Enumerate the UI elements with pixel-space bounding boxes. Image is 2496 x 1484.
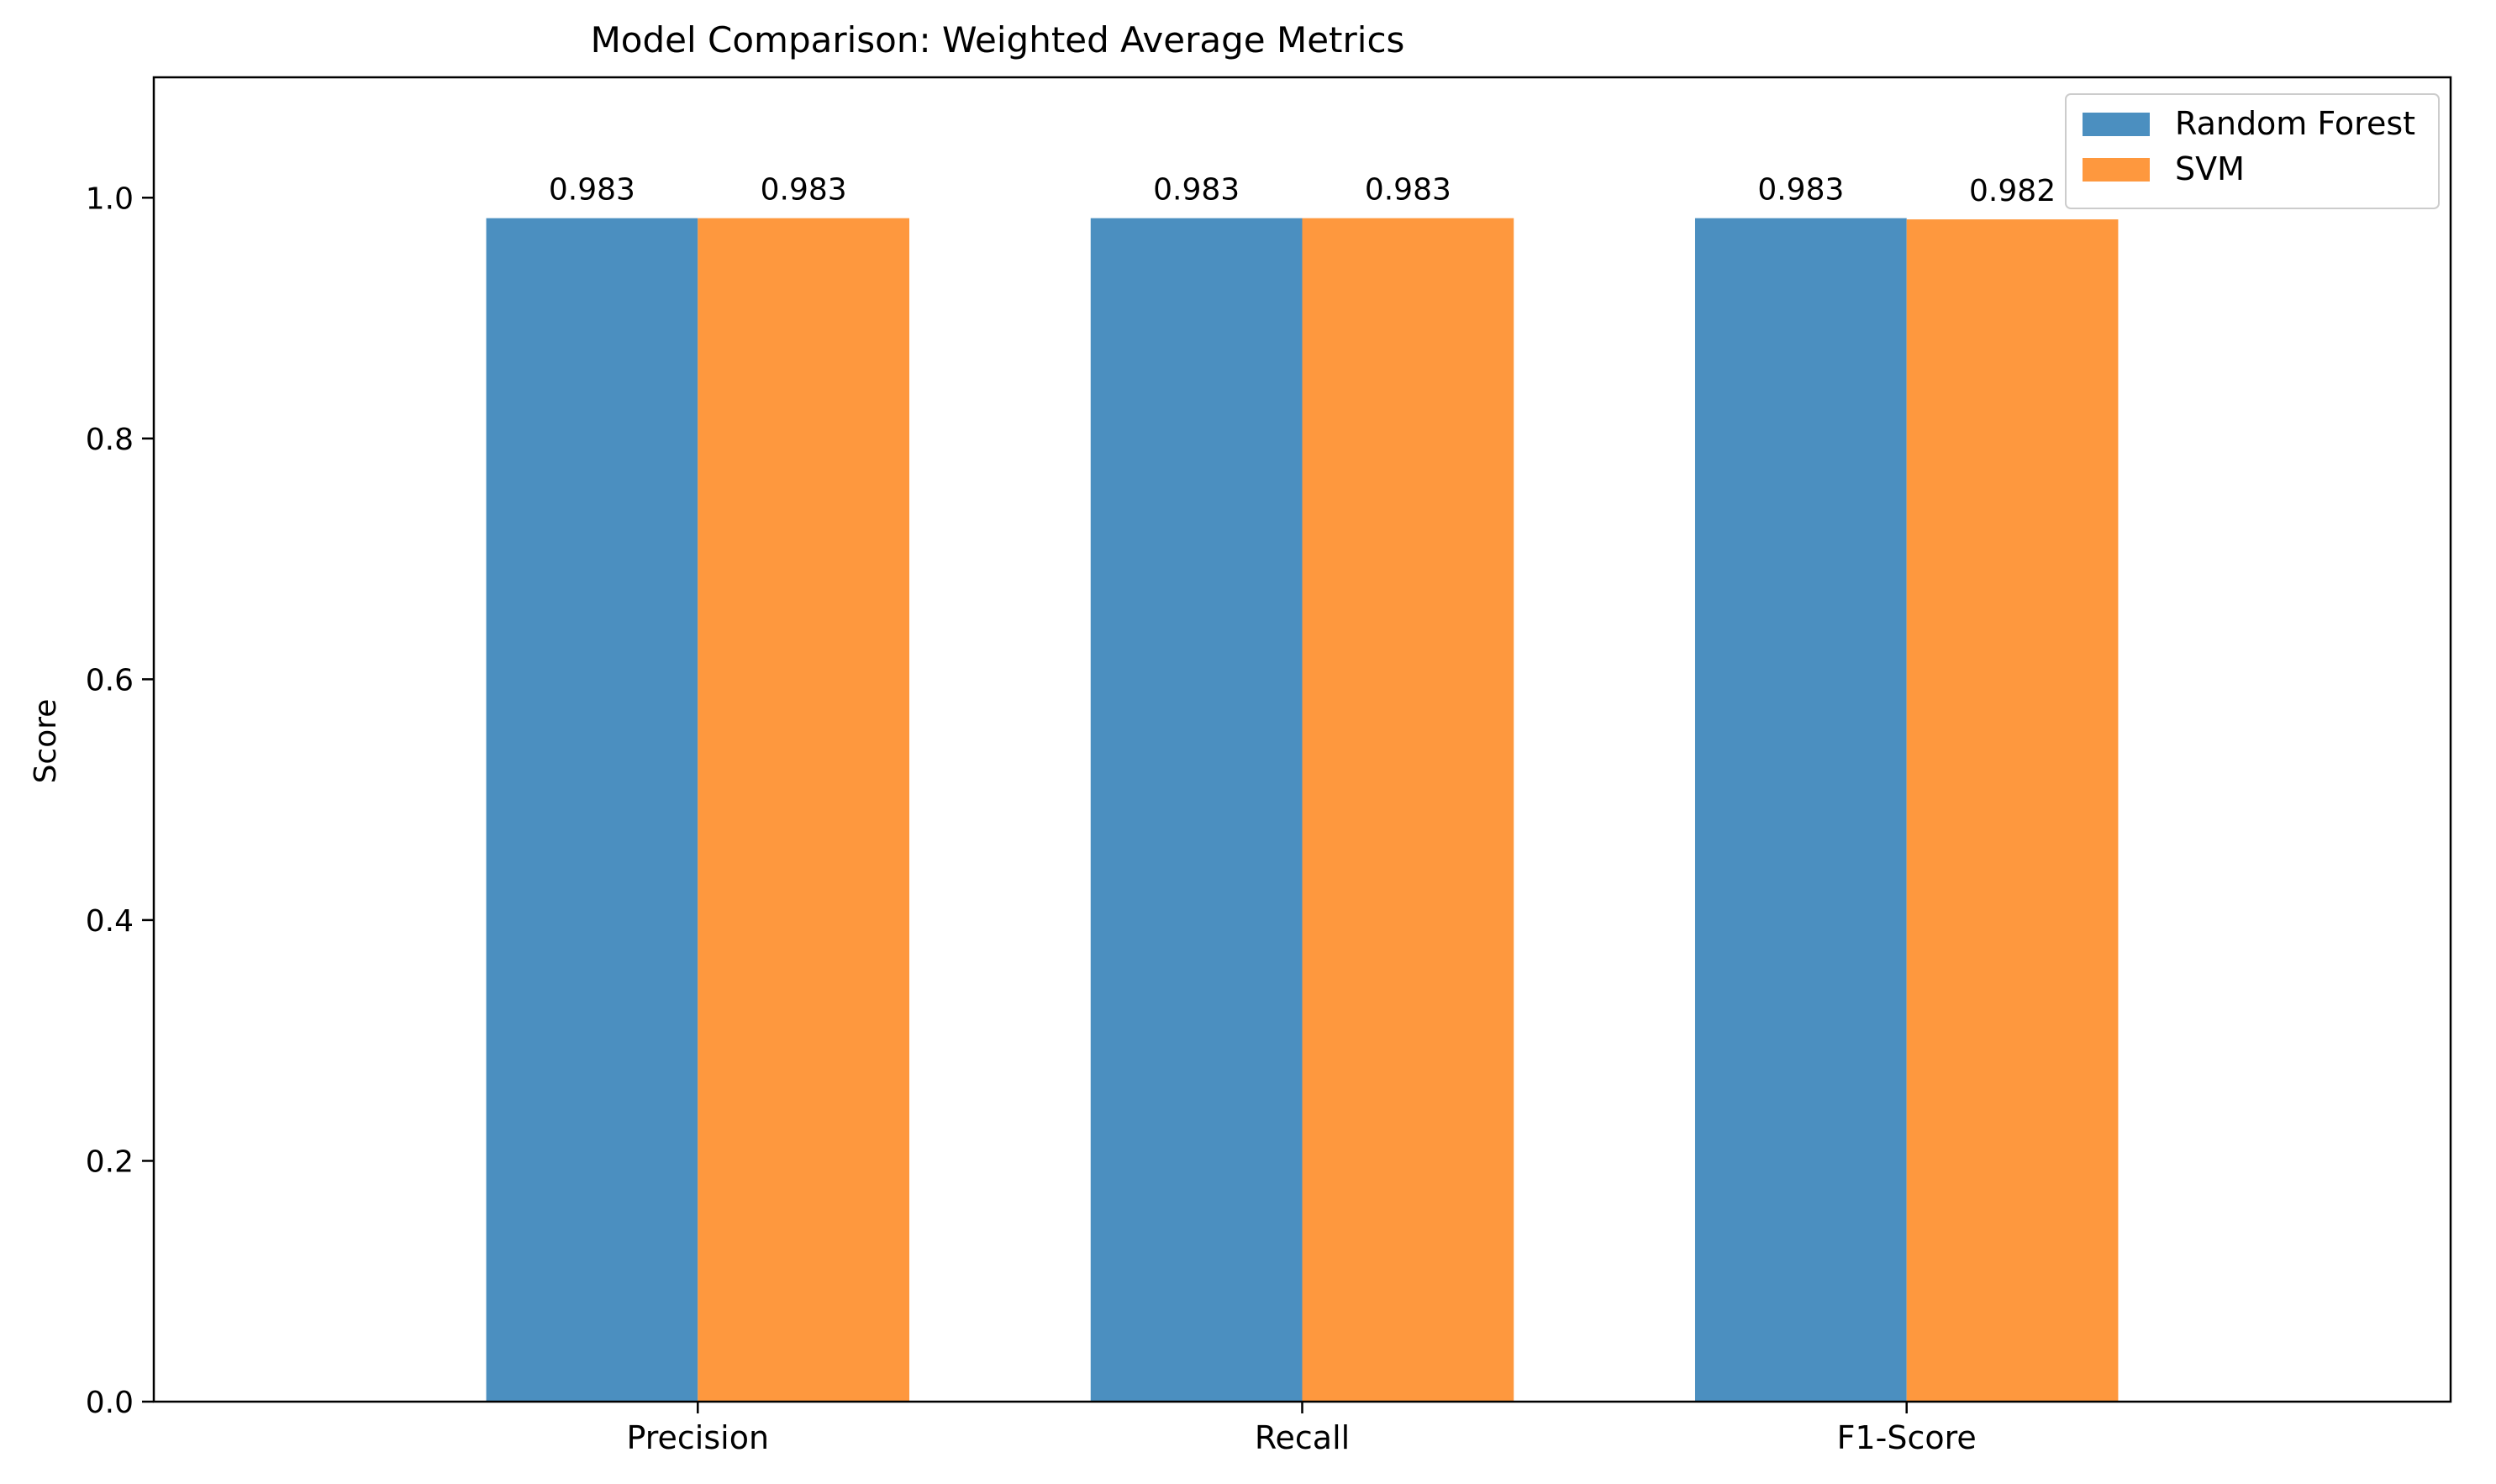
bar-svm-f1-score: [1906, 219, 2119, 1402]
y-tick-label: 0.2: [86, 1145, 134, 1179]
legend-swatch-svm: [2083, 158, 2150, 182]
legend-swatch-random-forest: [2083, 113, 2150, 136]
legend-box: [2065, 93, 2440, 209]
y-tick-label: 1.0: [86, 182, 134, 216]
y-tick-label: 0.0: [86, 1386, 134, 1420]
y-tick-label: 0.4: [86, 904, 134, 939]
legend-label: SVM: [2175, 150, 2245, 187]
y-axis-label: Score: [29, 699, 63, 784]
data-label: 0.983: [549, 173, 635, 208]
data-label: 0.982: [1969, 174, 2056, 208]
bar-random-forest-recall: [1090, 218, 1303, 1402]
data-label: 0.983: [1757, 173, 1844, 208]
plot-area: 0.983 0.983 0.983 0.983 0.983 0.982 0.0 0.2 0.4 0…: [86, 76, 2452, 1456]
data-label: 0.983: [1153, 173, 1240, 208]
y-tick-label: 0.6: [86, 663, 134, 697]
chart-title: Model Comparison: Weighted Average Metri…: [591, 19, 1405, 61]
x-tick-label: Recall: [1255, 1419, 1350, 1456]
bar-svm-precision: [698, 218, 910, 1402]
bar-random-forest-precision: [486, 218, 698, 1402]
y-tick-label: 0.8: [86, 423, 134, 457]
bar-random-forest-f1-score: [1694, 218, 1907, 1402]
bar-svm-recall: [1302, 218, 1514, 1402]
legend-label: Random Forest: [2175, 105, 2415, 142]
x-tick-label: F1-Score: [1837, 1419, 1977, 1456]
data-label: 0.983: [761, 173, 847, 208]
x-tick-label: Precision: [627, 1419, 770, 1456]
data-label: 0.983: [1365, 173, 1451, 208]
